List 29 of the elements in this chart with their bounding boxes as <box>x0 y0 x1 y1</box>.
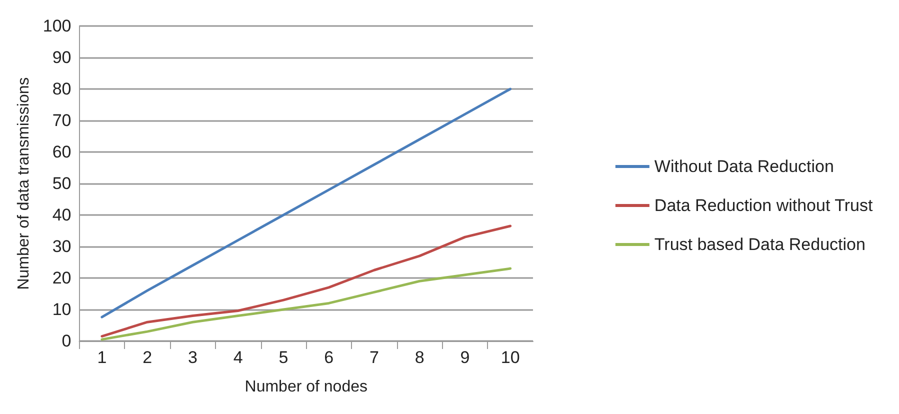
x-tick-label: 4 <box>233 348 243 367</box>
line-series <box>100 88 512 318</box>
legend-label: Without Data Reduction <box>654 157 834 176</box>
x-tick-label: 1 <box>97 348 107 367</box>
y-tick-label: 40 <box>52 206 72 224</box>
legend-label: Trust based Data Reduction <box>654 235 866 254</box>
y-tick-label: 70 <box>52 111 72 130</box>
y-tick-label: 10 <box>52 300 72 319</box>
y-tick-label: 80 <box>52 80 72 98</box>
y-tick-label: 20 <box>52 268 72 288</box>
y-axis-title: Number of data transmissions <box>16 77 32 290</box>
x-tick-label: 6 <box>324 348 334 367</box>
line-series <box>100 224 512 338</box>
x-tick-label: 8 <box>414 348 424 367</box>
x-axis-title: Number of nodes <box>244 378 368 396</box>
line-series <box>100 267 512 341</box>
legend-label: Data Reduction without Trust <box>654 196 873 215</box>
x-tick-label: 5 <box>278 348 288 367</box>
y-tick-label: 0 <box>62 332 72 350</box>
x-tick-label: 3 <box>188 348 198 367</box>
y-tick-label: 30 <box>52 237 72 256</box>
y-tick-label: 60 <box>52 142 72 162</box>
x-tick-label: 9 <box>460 348 470 367</box>
y-tick-label: 90 <box>52 48 72 67</box>
x-tick-label: 2 <box>142 348 152 367</box>
y-tick-label: 100 <box>42 16 72 36</box>
x-tick-label: 7 <box>369 348 379 367</box>
x-tick-label: 10 <box>500 348 520 367</box>
y-tick-label: 50 <box>52 174 72 193</box>
